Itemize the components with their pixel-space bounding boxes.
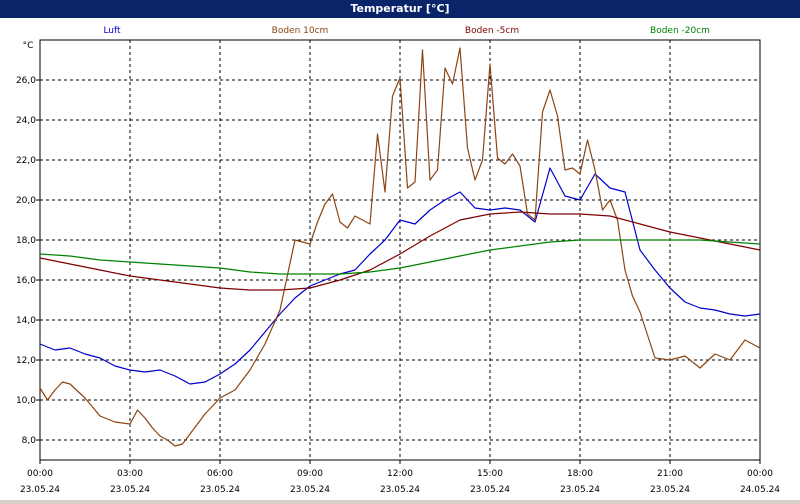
legend-entry: Boden 10cm <box>272 26 329 36</box>
y-tick-label: 18,0 <box>16 236 36 246</box>
y-tick-label: 10,0 <box>16 396 36 406</box>
x-tick-date-label: 23.05.24 <box>470 485 510 495</box>
x-tick-time-label: 15:00 <box>477 469 503 479</box>
legend-entry: Boden -5cm <box>465 26 519 36</box>
x-tick-date-label: 23.05.24 <box>200 485 240 495</box>
x-tick-time-label: 06:00 <box>207 469 233 479</box>
x-tick-date-label: 23.05.24 <box>290 485 330 495</box>
y-tick-label: 8,0 <box>22 436 37 446</box>
y-tick-label: 22,0 <box>16 156 36 166</box>
y-tick-label: 24,0 <box>16 116 36 126</box>
x-tick-date-label: 23.05.24 <box>20 485 60 495</box>
y-tick-label: 26,0 <box>16 76 36 86</box>
y-tick-label: 12,0 <box>16 356 36 366</box>
y-tick-label: 14,0 <box>16 316 36 326</box>
x-tick-time-label: 00:00 <box>747 469 773 479</box>
series-line <box>39 47 761 447</box>
x-tick-time-label: 18:00 <box>567 469 593 479</box>
x-tick-date-label: 23.05.24 <box>650 485 690 495</box>
y-axis-unit: °C <box>23 41 34 51</box>
chart-area: Luft Boden 10cm Boden -5cm Boden -20cm °C 8… <box>0 18 800 500</box>
legend-entry: Luft <box>103 26 121 36</box>
x-tick-date-label: 23.05.24 <box>560 485 600 495</box>
temperature-chart: Luft Boden 10cm Boden -5cm Boden -20cm °C 8… <box>16 26 780 495</box>
x-tick-date-label: 23.05.24 <box>110 485 150 495</box>
x-tick-date-label: 23.05.24 <box>380 485 420 495</box>
legend-entry: Boden -20cm <box>650 26 710 36</box>
x-tick-date-label: 24.05.24 <box>740 485 780 495</box>
x-tick-time-label: 12:00 <box>387 469 413 479</box>
series-line <box>39 239 761 275</box>
series-line <box>39 167 761 385</box>
x-tick-time-label: 03:00 <box>117 469 143 479</box>
x-tick-time-label: 21:00 <box>657 469 683 479</box>
series-line <box>39 211 761 291</box>
y-tick-label: 20,0 <box>16 196 36 206</box>
x-tick-time-label: 00:00 <box>27 469 53 479</box>
y-tick-label: 16,0 <box>16 276 36 286</box>
chart-title: Temperatur [°C] <box>0 0 800 18</box>
x-tick-time-label: 09:00 <box>297 469 323 479</box>
